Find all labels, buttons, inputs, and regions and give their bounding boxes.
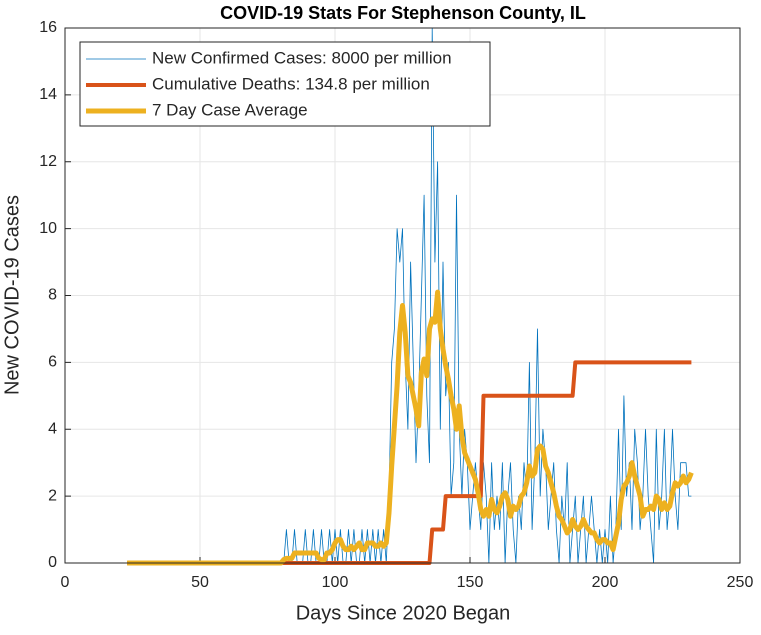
plot-frame bbox=[64, 27, 741, 564]
x-tick-label: 50 bbox=[191, 574, 209, 591]
y-tick-label: 0 bbox=[48, 554, 57, 571]
y-tick-label: 6 bbox=[48, 354, 57, 371]
y-tick-label: 8 bbox=[48, 287, 57, 304]
y-tick-label: 14 bbox=[39, 86, 57, 103]
y-tick-label: 4 bbox=[48, 420, 57, 437]
x-tick-label: 150 bbox=[457, 574, 484, 591]
x-tick-label: 0 bbox=[61, 574, 70, 591]
x-tick-label: 250 bbox=[727, 574, 754, 591]
x-tick-label: 100 bbox=[322, 574, 349, 591]
legend-box bbox=[79, 41, 491, 127]
y-tick-label: 16 bbox=[39, 19, 57, 36]
chart-title: COVID-19 Stats For Stephenson County, IL bbox=[220, 3, 586, 23]
x-axis-label: Days Since 2020 Began bbox=[296, 602, 511, 624]
y-axis-label: New COVID-19 Cases bbox=[1, 195, 23, 395]
y-tick-label: 10 bbox=[39, 220, 57, 237]
legend-label: New Confirmed Cases: 8000 per million bbox=[152, 48, 452, 67]
y-tick-label: 12 bbox=[39, 153, 57, 170]
legend-label: Cumulative Deaths: 134.8 per million bbox=[152, 74, 430, 93]
y-tick-label: 2 bbox=[48, 487, 57, 504]
x-tick-label: 200 bbox=[592, 574, 619, 591]
legend-label: 7 Day Case Average bbox=[152, 100, 308, 119]
